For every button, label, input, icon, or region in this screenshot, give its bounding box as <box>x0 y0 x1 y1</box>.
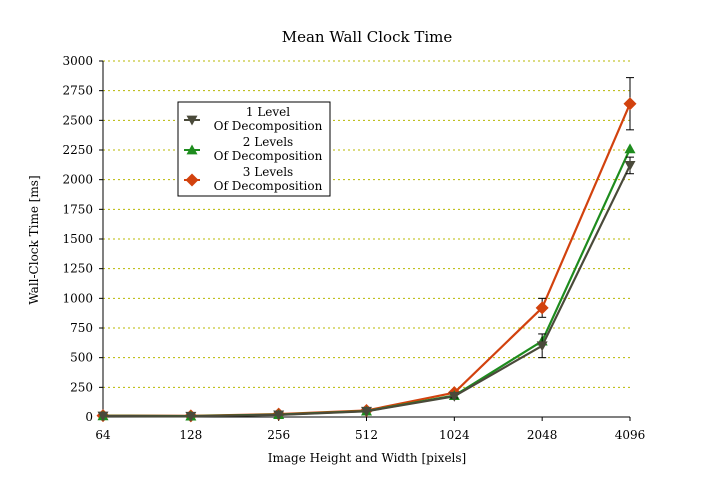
y-tick-label: 0 <box>85 410 93 424</box>
x-tick-label: 128 <box>179 428 202 442</box>
y-tick-label: 250 <box>70 380 93 394</box>
data-point <box>623 97 637 111</box>
x-tick-label: 512 <box>355 428 378 442</box>
x-axis-label: Image Height and Width [pixels] <box>268 451 466 465</box>
data-point <box>624 161 636 171</box>
legend-label-line1: 1 Level <box>246 105 290 119</box>
data-point <box>97 411 109 422</box>
x-tick-label: 2048 <box>527 428 558 442</box>
data-point <box>624 143 636 154</box>
y-tick-label: 1250 <box>62 262 93 276</box>
data-point <box>361 406 372 417</box>
series-line <box>102 164 631 418</box>
y-tick-label: 3000 <box>62 54 93 68</box>
legend-marker <box>186 144 198 155</box>
x-tick-label: 256 <box>267 428 290 442</box>
x-tick-label: 1024 <box>439 428 470 442</box>
legend-label-line2: Of Decomposition <box>214 149 323 163</box>
y-tick-label: 1500 <box>62 232 93 246</box>
legend-label-line1: 2 Levels <box>243 135 293 149</box>
y-tick-label: 2000 <box>62 173 93 187</box>
x-tick-label: 64 <box>95 428 111 442</box>
data-point <box>185 411 197 422</box>
data-point <box>536 341 548 352</box>
y-tick-label: 500 <box>70 351 93 365</box>
y-tick-label: 2250 <box>62 143 93 157</box>
data-point <box>535 301 549 315</box>
data-point <box>448 391 460 402</box>
y-tick-label: 2750 <box>62 84 93 98</box>
series-group <box>96 77 637 423</box>
y-tick-label: 1000 <box>62 291 93 305</box>
y-tick-label: 1750 <box>62 202 93 216</box>
x-tick-labels: 64 128 256 512 1024 2048 4096 <box>95 428 645 442</box>
x-tick-label: 4096 <box>615 428 646 442</box>
data-point <box>273 410 285 421</box>
y-tick-labels: 0 250 500 750 1000 1250 1500 1750 2000 2250 2500 27… <box>62 54 93 424</box>
legend-marker <box>186 115 198 126</box>
y-tick-label: 2500 <box>62 113 93 127</box>
legend-marker <box>185 173 199 187</box>
legend-label-line2: Of Decomposition <box>214 179 323 193</box>
y-tick-label: 750 <box>70 321 93 335</box>
chart-title: Mean Wall Clock Time <box>282 28 453 46</box>
legend-label-line2: Of Decomposition <box>214 119 323 133</box>
series-1 <box>97 156 636 422</box>
legend-label-line1: 3 Levels <box>243 165 293 179</box>
y-axis-label: Wall-Clock Time [ms] <box>27 175 41 304</box>
legend-box <box>177 101 331 197</box>
